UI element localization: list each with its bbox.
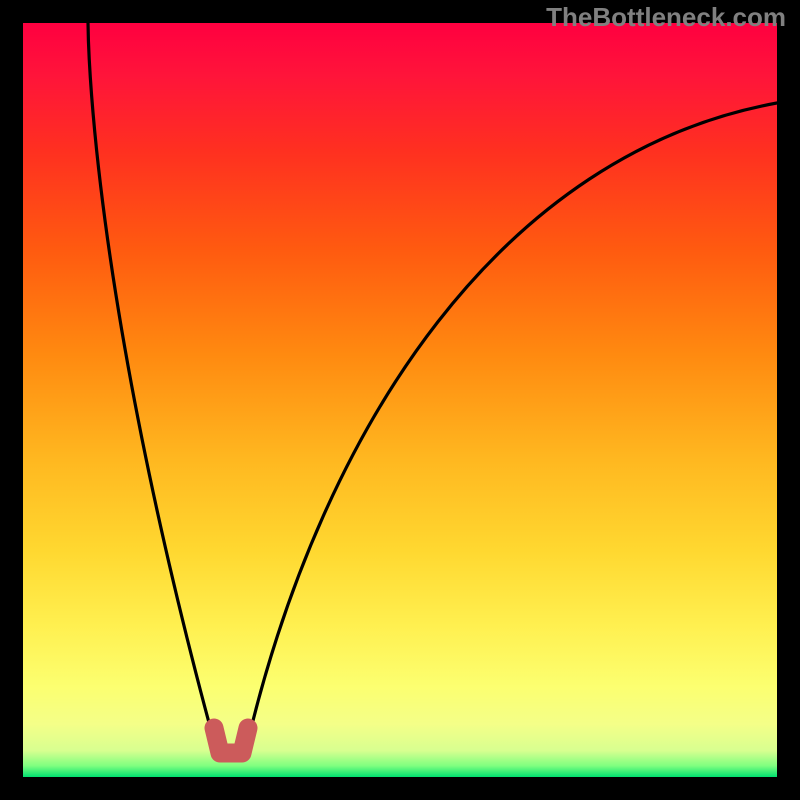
gradient-background [23, 23, 777, 777]
bottleneck-chart [23, 23, 777, 777]
watermark-text: TheBottleneck.com [546, 2, 786, 33]
